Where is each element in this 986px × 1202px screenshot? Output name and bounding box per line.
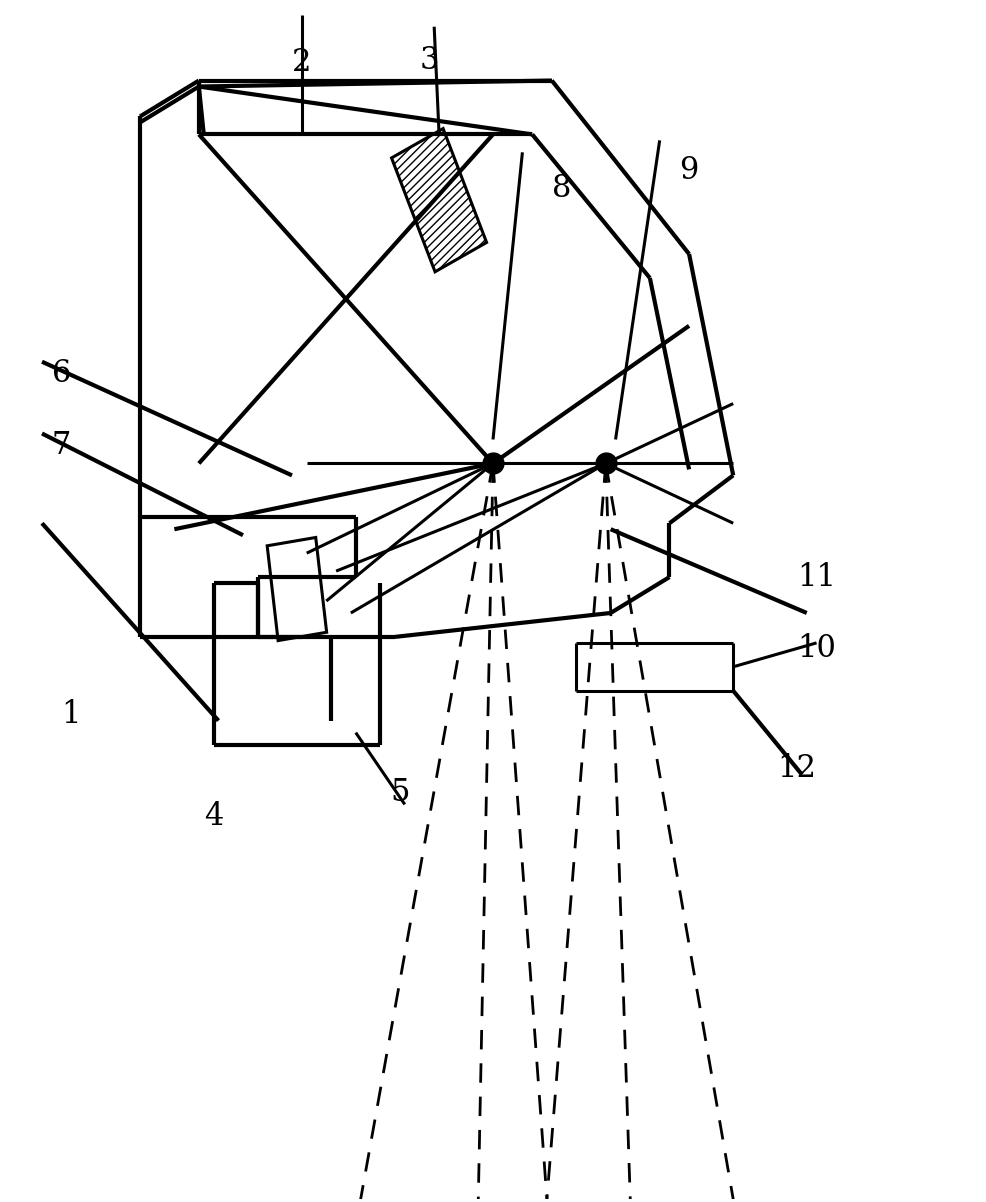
Text: 8: 8 xyxy=(552,173,571,203)
Text: 5: 5 xyxy=(390,776,409,808)
Text: 3: 3 xyxy=(419,44,439,76)
Text: 2: 2 xyxy=(292,47,312,78)
Text: 1: 1 xyxy=(62,700,81,730)
Text: 7: 7 xyxy=(52,430,71,460)
Text: 6: 6 xyxy=(52,358,71,389)
Text: 9: 9 xyxy=(679,155,699,186)
Polygon shape xyxy=(391,129,487,272)
Text: 4: 4 xyxy=(204,801,223,832)
Text: 11: 11 xyxy=(797,561,836,593)
Text: 12: 12 xyxy=(777,752,816,784)
Text: 10: 10 xyxy=(797,633,836,665)
